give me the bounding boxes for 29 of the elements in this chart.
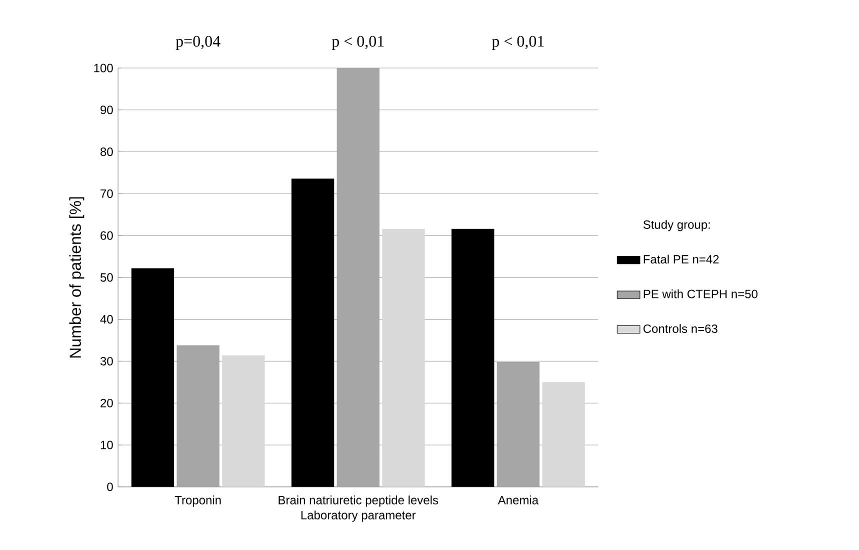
x-tick-label: Brain natriuretic peptide levels (278, 495, 438, 507)
y-tick-label: 30 (100, 356, 113, 366)
y-tick-label: 40 (100, 314, 113, 324)
legend-label: Fatal PE n=42 (644, 254, 719, 264)
bar (452, 228, 494, 487)
y-tick-label: 0 (107, 482, 113, 492)
y-tick-label: 90 (100, 106, 113, 114)
x-axis-title: Laboratory parameter (301, 510, 416, 522)
legend-label: Controls n=63 (643, 324, 718, 333)
bar (131, 268, 174, 487)
bar (542, 382, 585, 487)
x-tick-label: Troponin (174, 495, 221, 507)
text: p < 0,01 (332, 36, 384, 50)
y-tick-label: 20 (100, 398, 113, 408)
legend-label: PE with CTEPH n=50 (644, 289, 758, 298)
legend-title: Study group: (643, 220, 710, 232)
y-tick-label: 70 (100, 189, 113, 198)
y-axis-title: Number of patients [%] (69, 197, 84, 358)
bar (382, 228, 425, 487)
y-tick-label: 100 (94, 64, 113, 72)
y-tick-label: 50 (100, 273, 113, 282)
x-tick-label: Anemia (498, 495, 539, 504)
y-tick-label: 80 (100, 147, 113, 156)
bar (291, 178, 334, 487)
bar (222, 355, 265, 487)
text: p=0,04 (176, 36, 220, 50)
text: p < 0,01 (492, 36, 544, 50)
y-tick-label: 10 (100, 440, 113, 450)
y-tick-label: 60 (100, 231, 113, 240)
